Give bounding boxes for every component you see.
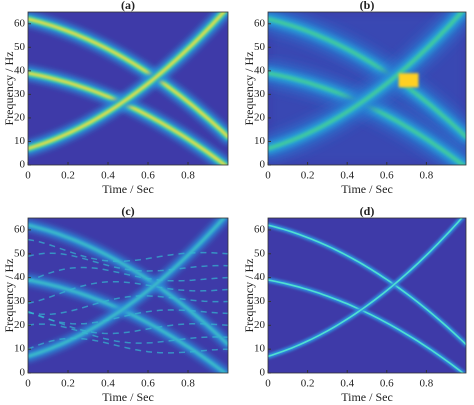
y-tick-label: 60 [14, 223, 26, 235]
x-tick-label: 0.8 [181, 378, 195, 390]
y-tick-label: 60 [254, 17, 266, 29]
ridge [28, 218, 226, 358]
x-tick-label: 0.6 [380, 378, 394, 390]
ridge [28, 223, 228, 346]
interference [28, 323, 228, 344]
y-tick-label: 50 [254, 247, 266, 259]
y-tick-label: 10 [254, 343, 266, 355]
ridge [268, 218, 463, 358]
y-tick-label: 40 [14, 271, 26, 283]
y-tick-label: 40 [254, 271, 266, 283]
x-tick-label: 0.2 [61, 378, 75, 390]
y-tick-label: 20 [254, 111, 266, 123]
x-tick-label: 0 [25, 170, 31, 182]
y-axis-label: Frequency / Hz [2, 52, 16, 126]
plot-frame [27, 11, 229, 166]
x-tick-label: 0 [265, 378, 271, 390]
plot-frame [27, 217, 229, 374]
interference [28, 280, 228, 305]
x-axis-label: Time / Sec [102, 390, 154, 404]
heatmap-image [268, 12, 466, 165]
y-tick-label: 30 [254, 88, 266, 100]
y-axis-label: Frequency / Hz [242, 259, 256, 333]
chart-title: (d) [360, 204, 375, 218]
x-axis-label: Time / Sec [341, 182, 393, 196]
x-tick-label: 0.4 [340, 378, 354, 390]
y-tick-label: 40 [14, 64, 26, 76]
plot-frame [267, 11, 467, 166]
y-tick-label: 0 [20, 159, 26, 171]
y-tick-label: 60 [14, 17, 26, 29]
x-tick-label: 0.4 [101, 170, 115, 182]
ridge [28, 17, 228, 139]
x-tick-label: 0.2 [301, 170, 315, 182]
interference [28, 252, 228, 272]
x-tick-label: 0.8 [181, 170, 195, 182]
interference [28, 295, 228, 316]
heatmap-background [268, 218, 466, 373]
x-tick-label: 0.2 [61, 170, 75, 182]
chart-title: (a) [121, 0, 135, 12]
y-tick-label: 50 [14, 247, 26, 259]
ridge [268, 279, 465, 373]
x-tick-label: 0.6 [141, 378, 155, 390]
chart-title: (c) [121, 204, 134, 218]
ridge [268, 12, 465, 151]
y-tick-label: 30 [14, 295, 26, 307]
x-tick-label: 0 [25, 378, 31, 390]
x-tick-label: 0.6 [141, 170, 155, 182]
y-tick-label: 50 [254, 41, 266, 53]
hot-spot [398, 73, 419, 88]
x-axis-label: Time / Sec [102, 182, 154, 196]
y-tick-label: 40 [254, 64, 266, 76]
ridge [28, 12, 226, 150]
x-tick-label: 0.8 [420, 170, 434, 182]
x-tick-label: 0 [265, 170, 271, 182]
y-tick-label: 20 [254, 319, 266, 331]
interference [28, 266, 228, 283]
x-tick-label: 0.4 [101, 378, 115, 390]
ridge [268, 224, 466, 346]
y-tick-label: 0 [260, 159, 266, 171]
y-tick-label: 60 [254, 223, 266, 235]
y-axis-label: Frequency / Hz [2, 259, 16, 333]
heatmap-image [268, 218, 466, 373]
y-tick-label: 10 [14, 135, 26, 147]
y-tick-label: 10 [14, 343, 26, 355]
plot-frame [267, 217, 467, 374]
y-tick-label: 0 [20, 367, 26, 379]
y-tick-label: 30 [14, 88, 26, 100]
interference [28, 238, 228, 263]
x-tick-label: 0.8 [420, 378, 434, 390]
interference [28, 309, 228, 325]
y-tick-label: 10 [254, 135, 266, 147]
y-tick-label: 20 [14, 111, 26, 123]
y-tick-label: 50 [14, 41, 26, 53]
interference [28, 311, 228, 335]
interference [28, 337, 228, 354]
x-tick-label: 0.4 [340, 170, 354, 182]
y-tick-label: 0 [260, 367, 266, 379]
x-tick-label: 0.6 [380, 170, 394, 182]
y-axis-label: Frequency / Hz [242, 52, 256, 126]
heatmap-image [28, 218, 228, 373]
chart-title: (b) [360, 0, 375, 12]
ridge [268, 17, 466, 139]
heatmap-image [28, 12, 228, 165]
x-axis-label: Time / Sec [341, 390, 393, 404]
y-tick-label: 30 [254, 295, 266, 307]
x-tick-label: 0.2 [301, 378, 315, 390]
y-tick-label: 20 [14, 319, 26, 331]
